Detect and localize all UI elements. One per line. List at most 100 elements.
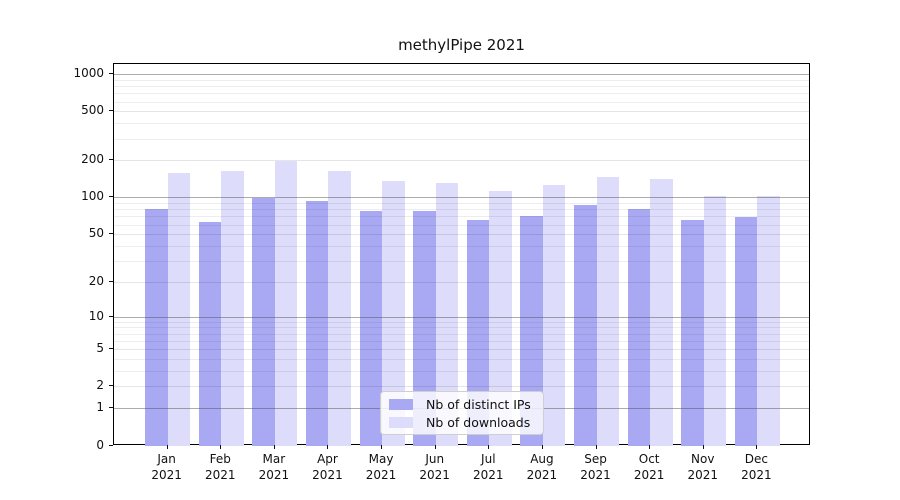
x-tick-mark-1 xyxy=(166,445,168,449)
bar-distinct-ips-9 xyxy=(574,204,597,446)
legend-swatch-distinct-ips xyxy=(389,398,413,410)
gridline-3 xyxy=(114,370,809,372)
x-tick-label-5: May 2021 xyxy=(365,452,397,482)
bar-distinct-ips-12 xyxy=(734,217,758,446)
x-tick-mark-10 xyxy=(649,445,651,449)
gridline-30 xyxy=(114,260,809,262)
y-tick-mark-10 xyxy=(109,315,113,317)
gridline-2 xyxy=(114,386,809,388)
gridline-600 xyxy=(114,101,809,103)
y-tick-mark-1000 xyxy=(109,73,113,75)
gridline-500 xyxy=(114,111,809,113)
gridline-20 xyxy=(114,281,809,283)
gridline-800 xyxy=(114,86,809,88)
y-tick-label-500: 500 xyxy=(81,103,104,118)
y-tick-label-1: 1 xyxy=(96,400,104,415)
legend-item-1: Nb of distinct IPs xyxy=(389,397,543,412)
gridline-5 xyxy=(114,349,809,351)
legend-label-distinct-ips: Nb of distinct IPs xyxy=(426,396,531,412)
x-tick-mark-7 xyxy=(488,445,490,449)
gridline-300 xyxy=(114,138,809,140)
x-tick-label-9: Sep 2021 xyxy=(580,452,611,482)
legend: Nb of distinct IPs Nb of downloads xyxy=(380,391,544,435)
bar-downloads-2 xyxy=(221,170,244,446)
gridline-700 xyxy=(114,93,809,95)
y-tick-label-10: 10 xyxy=(88,308,104,323)
bar-distinct-ips-2 xyxy=(198,221,222,446)
x-tick-mark-11 xyxy=(702,445,704,449)
x-tick-mark-4 xyxy=(327,445,329,449)
y-tick-label-200: 200 xyxy=(81,152,104,167)
y-tick-mark-0 xyxy=(109,444,113,446)
bar-downloads-6 xyxy=(435,183,459,446)
x-tick-label-10: Oct 2021 xyxy=(633,452,665,482)
x-tick-label-6: Jun 2021 xyxy=(419,452,450,482)
y-tick-label-0: 0 xyxy=(96,437,104,452)
grid-layer xyxy=(114,64,809,444)
bar-distinct-ips-3 xyxy=(252,198,275,446)
gridline-50 xyxy=(114,234,809,236)
bar-distinct-ips-1 xyxy=(145,209,168,446)
gridline-1000 xyxy=(114,74,809,76)
gridline-70 xyxy=(114,216,809,218)
gridline-40 xyxy=(114,245,809,247)
bar-downloads-12 xyxy=(757,195,780,446)
y-tick-label-50: 50 xyxy=(88,226,104,241)
bar-distinct-ips-7 xyxy=(466,219,490,446)
x-tick-mark-3 xyxy=(273,445,275,449)
x-tick-label-12: Dec 2021 xyxy=(741,452,772,482)
bar-distinct-ips-4 xyxy=(305,201,329,446)
gridline-90 xyxy=(114,203,809,205)
x-tick-label-2: Feb 2021 xyxy=(204,452,236,482)
x-tick-mark-9 xyxy=(595,445,597,449)
bar-downloads-10 xyxy=(650,178,673,446)
y-tick-mark-1 xyxy=(109,407,113,409)
x-tick-mark-5 xyxy=(381,445,383,449)
gridline-80 xyxy=(114,209,809,211)
y-tick-mark-100 xyxy=(109,196,113,198)
x-tick-label-11: Nov 2021 xyxy=(687,452,719,482)
gridline-100 xyxy=(114,197,809,199)
bar-distinct-ips-5 xyxy=(359,211,383,446)
x-tick-label-7: Jul 2021 xyxy=(473,452,504,482)
x-tick-mark-12 xyxy=(756,445,758,449)
x-tick-label-8: Aug 2021 xyxy=(526,452,558,482)
x-tick-mark-2 xyxy=(220,445,222,449)
gridline-7 xyxy=(114,333,809,335)
bar-downloads-11 xyxy=(703,196,727,446)
chart-title: methylPipe 2021 xyxy=(398,36,525,54)
bar-downloads-1 xyxy=(167,173,191,446)
bar-downloads-8 xyxy=(542,184,566,446)
bar-distinct-ips-11 xyxy=(681,219,704,446)
gridline-10 xyxy=(114,316,809,318)
y-tick-mark-50 xyxy=(109,233,113,235)
bar-downloads-3 xyxy=(274,161,298,446)
bar-distinct-ips-8 xyxy=(520,216,543,446)
y-tick-label-1000: 1000 xyxy=(73,66,104,81)
bar-distinct-ips-6 xyxy=(413,211,436,446)
gridline-60 xyxy=(114,224,809,226)
plot-area xyxy=(113,63,810,446)
x-tick-label-3: Mar 2021 xyxy=(258,452,290,482)
y-tick-mark-2 xyxy=(109,385,113,387)
y-tick-label-100: 100 xyxy=(81,189,104,204)
x-tick-label-1: Jan 2021 xyxy=(151,452,182,482)
gridline-400 xyxy=(114,123,809,125)
y-tick-mark-5 xyxy=(109,348,113,350)
legend-swatch-downloads xyxy=(389,416,413,428)
gridline-8 xyxy=(114,327,809,329)
y-tick-label-2: 2 xyxy=(96,378,104,393)
y-tick-mark-20 xyxy=(109,280,113,282)
bar-downloads-9 xyxy=(596,176,620,446)
gridline-4 xyxy=(114,359,809,360)
x-tick-label-4: Apr 2021 xyxy=(312,452,343,482)
y-tick-label-20: 20 xyxy=(88,273,104,288)
x-tick-mark-6 xyxy=(434,445,436,449)
legend-label-downloads: Nb of downloads xyxy=(426,414,531,430)
bar-downloads-7 xyxy=(489,191,512,446)
gridline-6 xyxy=(114,340,809,342)
gridline-900 xyxy=(114,79,809,81)
bars-layer xyxy=(114,64,809,446)
bar-distinct-ips-10 xyxy=(627,209,651,446)
